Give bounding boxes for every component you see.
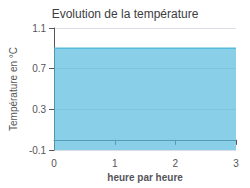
- svg-text:Evolution de la température: Evolution de la température: [52, 7, 199, 21]
- svg-text:1.1: 1.1: [32, 23, 46, 34]
- svg-text:Température en °C: Température en °C: [8, 47, 19, 131]
- svg-text:2: 2: [173, 158, 179, 169]
- svg-text:0.7: 0.7: [32, 63, 46, 74]
- svg-text:1: 1: [112, 158, 118, 169]
- svg-text:3: 3: [233, 158, 239, 169]
- svg-text:0.3: 0.3: [32, 104, 46, 115]
- svg-text:heure par heure: heure par heure: [107, 172, 183, 183]
- svg-text:-0.1: -0.1: [29, 145, 47, 156]
- svg-text:0: 0: [51, 158, 57, 169]
